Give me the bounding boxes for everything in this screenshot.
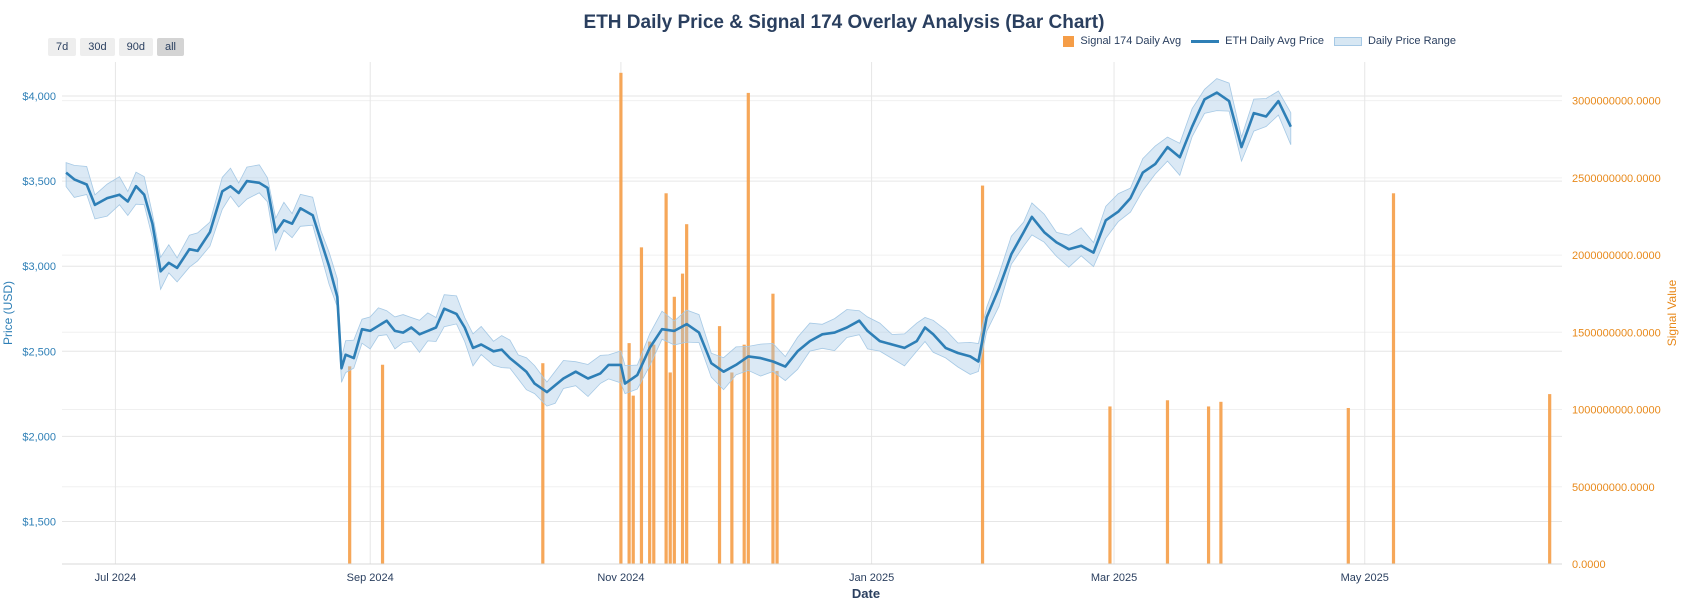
y2-tick-label: 2000000000.0000 — [1572, 250, 1661, 262]
y-tick-label: $3,000 — [22, 261, 56, 273]
y-tick-label: $4,000 — [22, 91, 56, 103]
signal-bar — [746, 92, 750, 565]
signal-bar — [664, 193, 668, 565]
signal-bar — [771, 293, 775, 564]
signal-bar — [348, 366, 352, 564]
chart-title: ETH Daily Price & Signal 174 Overlay Ana… — [583, 12, 1105, 33]
signal-bar — [668, 372, 672, 564]
x-tick-label: Sep 2024 — [347, 572, 394, 584]
y2-tick-label: 1000000000.0000 — [1572, 405, 1661, 417]
price-line — [65, 91, 1292, 394]
range-button-90d[interactable]: 90d — [118, 38, 153, 56]
signal-bar — [685, 224, 689, 564]
range-button-all[interactable]: all — [156, 38, 184, 56]
signal-bar — [380, 364, 385, 564]
signal-bar — [1219, 401, 1223, 564]
y-tick-label: $2,500 — [22, 346, 56, 358]
legend-item-range[interactable]: Daily Price Range — [1333, 35, 1456, 47]
signal-bar — [672, 296, 676, 564]
signal-bar — [619, 72, 623, 564]
signal-bar — [631, 395, 635, 564]
signal-bar — [730, 372, 734, 564]
legend: Signal 174 Daily Avg ETH Daily Avg Price… — [1063, 35, 1456, 47]
signal-bar — [1206, 406, 1211, 564]
legend-label-price: ETH Daily Avg Price — [1225, 35, 1324, 47]
y2-axis-title: Signal Value — [1665, 279, 1679, 346]
legend-swatch-signal — [1063, 35, 1075, 47]
legend-label-range: Daily Price Range — [1367, 35, 1456, 47]
signal-bar — [717, 326, 722, 564]
range-button-7d[interactable]: 7d — [48, 38, 77, 56]
x-tick-label: Jul 2024 — [95, 572, 137, 584]
legend-swatch-range — [1333, 36, 1362, 46]
y2-tick-label: 1500000000.0000 — [1572, 327, 1661, 339]
x-tick-label: May 2025 — [1341, 572, 1389, 584]
signal-bar — [1548, 394, 1552, 564]
signal-bar — [1165, 400, 1170, 564]
signal-bar — [652, 344, 656, 564]
signal-bar — [639, 247, 644, 564]
range-selector: 7d 30d 90d all — [48, 38, 184, 56]
price-range-band — [65, 78, 1292, 407]
signal-bar — [1346, 407, 1350, 564]
y2-tick-label: 2500000000.0000 — [1572, 173, 1661, 185]
signal-bar — [648, 341, 652, 564]
legend-item-signal[interactable]: Signal 174 Daily Avg — [1063, 35, 1181, 47]
signal-bar — [775, 370, 779, 564]
legend-swatch-price — [1191, 39, 1220, 43]
x-tick-label: Mar 2025 — [1091, 572, 1137, 584]
y2-tick-label: 500000000.0000 — [1572, 482, 1655, 494]
x-tick-label: Nov 2024 — [597, 572, 644, 584]
y-tick-label: $1,500 — [22, 516, 56, 528]
signal-bar — [541, 363, 545, 564]
y-axis-title: Price (USD) — [1, 281, 15, 345]
y-tick-label: $3,500 — [22, 176, 56, 188]
signal-bar — [1391, 193, 1396, 565]
legend-label-signal: Signal 174 Daily Avg — [1080, 35, 1182, 47]
signal-bar — [742, 344, 746, 564]
signal-bar — [627, 343, 631, 564]
x-axis-title: Date — [852, 586, 880, 601]
x-tick-label: Jan 2025 — [849, 572, 894, 584]
y2-tick-label: 3000000000.0000 — [1572, 96, 1661, 108]
signal-bar — [980, 185, 985, 565]
range-button-30d[interactable]: 30d — [80, 38, 115, 56]
y-tick-label: $2,000 — [22, 431, 56, 443]
y2-tick-label: 0.0000 — [1572, 559, 1606, 571]
signal-bar — [680, 273, 685, 564]
signal-bar — [1108, 406, 1112, 564]
legend-item-price[interactable]: ETH Daily Avg Price — [1191, 35, 1324, 47]
